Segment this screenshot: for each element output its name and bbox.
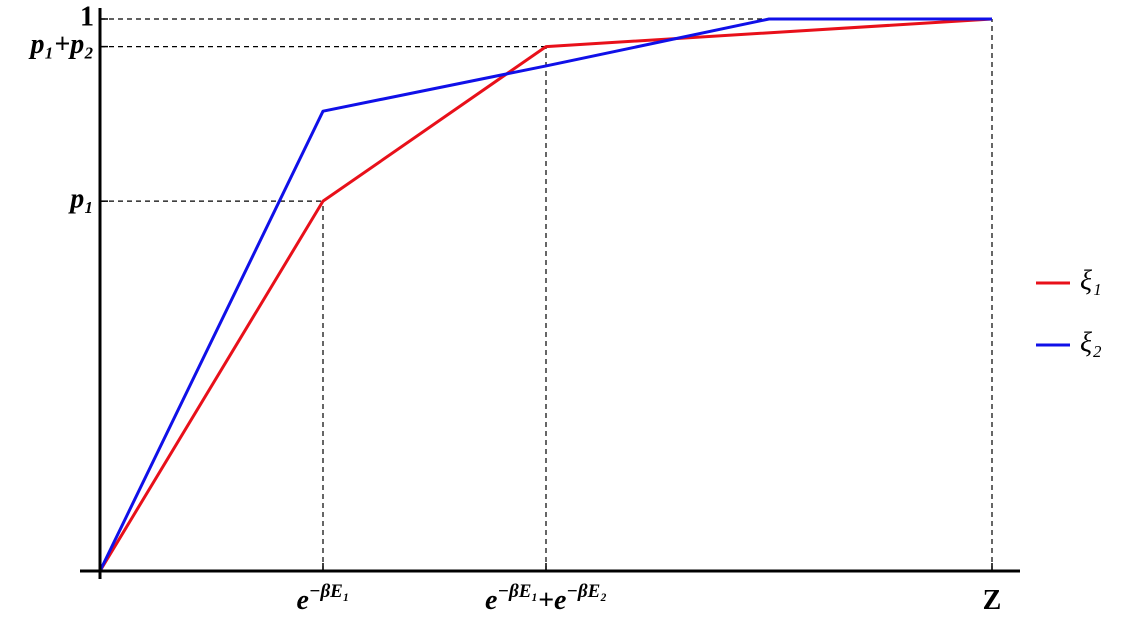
x-tick-label-part: e: [297, 585, 309, 616]
x-tick-label-sup: −βE₂: [566, 581, 607, 602]
x-tick-label-part: Z: [983, 585, 1002, 616]
x-tick-label: Z: [983, 585, 1002, 616]
line-series: [98, 17, 992, 572]
x-tick-label: e−βE₁: [297, 581, 350, 616]
y-tick-label: 1: [80, 1, 94, 32]
x-tick-label-part: e: [485, 585, 497, 616]
x-tick-label-part: +e: [538, 585, 566, 616]
y-tick-label: p₁: [68, 184, 94, 215]
legend-label: ξ₂: [1080, 327, 1102, 358]
line-series: [98, 17, 993, 572]
y-tick-label: p₁+p₂: [29, 29, 94, 60]
legend-label: ξ₁: [1080, 265, 1102, 296]
x-tick-label-sup: −βE₁: [309, 581, 350, 602]
x-tick-label: e−βE₁+e−βE₂: [485, 581, 607, 616]
x-tick-label-sup: −βE₁: [497, 581, 538, 602]
